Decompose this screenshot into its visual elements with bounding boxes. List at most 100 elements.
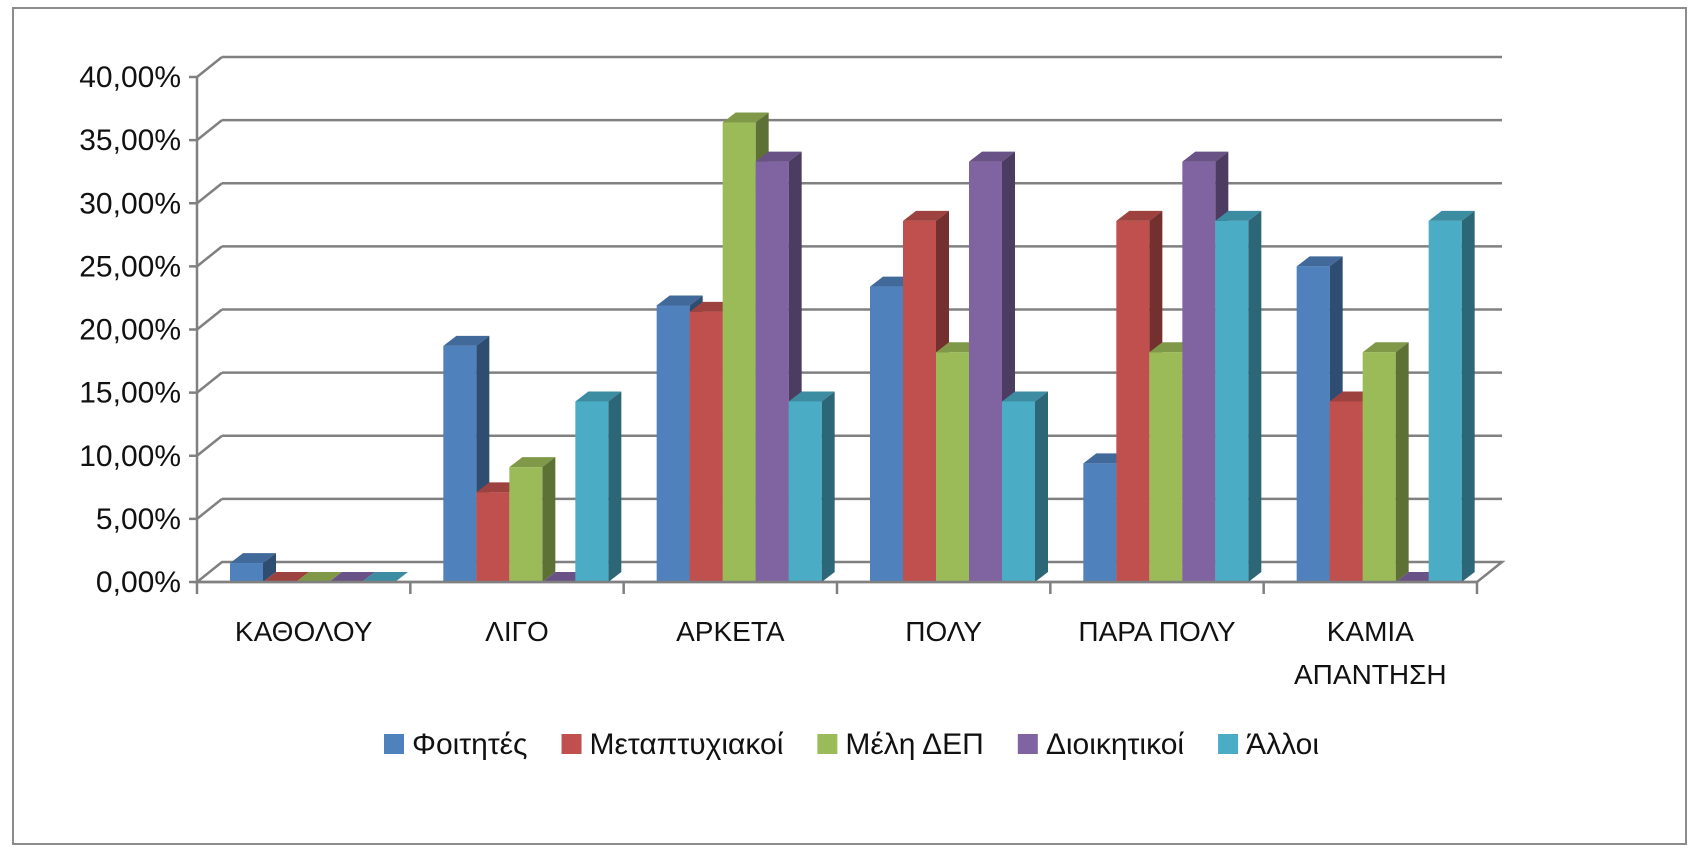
gridline-diagonal — [196, 308, 223, 331]
legend-swatch — [384, 734, 405, 754]
bar-top — [443, 335, 490, 346]
bar-top — [903, 210, 949, 221]
bar-front — [1116, 220, 1150, 583]
bar — [296, 572, 342, 582]
x-axis: ΚΑΘΟΛΟΥ ΛΙΓΟ ΑΡΚΕΤΑ ΠΟΛΥ ΠΑΡΑ ΠΟΛΥ ΚΑΜΙΑ ΑΠΑΝΤ… — [195, 580, 1479, 690]
y-tick-label: 15,00% — [79, 377, 181, 410]
bar-front — [1329, 401, 1363, 582]
gridline-diagonal — [196, 56, 223, 78]
category-label: ΚΑΘΟΛΟΥ — [235, 616, 373, 647]
bar-front — [1296, 266, 1330, 582]
y-tick-label: 10,00% — [79, 440, 181, 473]
bar-chart: 0,00% 5,00% 10,00% 15,00% 20,00% 25,00% 30,00%… — [79, 55, 1506, 761]
bar-top — [722, 112, 769, 123]
gridline-diagonal — [196, 371, 223, 394]
bars — [230, 112, 1475, 583]
bar-front — [1002, 401, 1035, 582]
bar-top — [263, 572, 309, 582]
y-tick-label: 40,00% — [79, 61, 181, 94]
bar-top — [1002, 391, 1048, 402]
bar-front — [722, 122, 756, 582]
bar — [1002, 391, 1048, 582]
bar-side — [1395, 342, 1409, 582]
bar-top — [1116, 210, 1163, 221]
bar-front — [1362, 352, 1396, 582]
bar-front — [755, 161, 789, 582]
bar-top — [329, 572, 375, 582]
bar — [1428, 210, 1475, 583]
bar-top — [656, 295, 703, 306]
category-label: ΠΑΡΑ ΠΟΛΥ — [1078, 616, 1236, 647]
bar-side — [542, 457, 556, 582]
y-tick-label: 20,00% — [79, 314, 181, 347]
bar-top — [1362, 342, 1409, 353]
category-label: ΛΙΓΟ — [485, 616, 549, 647]
bar-side — [1248, 210, 1262, 583]
legend-label: Διοικητικοί — [1046, 728, 1185, 761]
legend-label: Άλλοι — [1246, 728, 1319, 761]
bar-top — [1296, 256, 1343, 267]
bar-front — [476, 492, 510, 582]
bar-front — [509, 467, 543, 582]
legend-swatch — [1017, 734, 1038, 754]
gridlines — [196, 55, 1502, 520]
category-label: ΠΟΛΥ — [905, 616, 982, 647]
bar — [362, 572, 408, 582]
y-tick-label: 0,00% — [96, 566, 181, 599]
category-label: ΚΑΜΙΑ — [1327, 616, 1414, 647]
legend-swatch — [817, 734, 838, 754]
bar-side — [1461, 210, 1475, 583]
y-tick-label: 30,00% — [79, 187, 181, 220]
y-tick-label: 5,00% — [96, 503, 181, 536]
bar-side — [1035, 391, 1048, 582]
legend-label: Μεταπτυχιακοί — [590, 728, 784, 761]
bar-top — [1215, 210, 1262, 221]
bar-front — [1215, 220, 1249, 583]
bar-front — [230, 563, 263, 582]
bar-front — [656, 305, 690, 582]
bar-front — [1182, 161, 1216, 582]
bar-front — [1428, 220, 1462, 583]
legend-swatch — [1218, 734, 1239, 754]
bar-side — [263, 553, 276, 582]
bar — [509, 457, 556, 582]
bar — [788, 391, 835, 582]
bar-front — [1149, 352, 1183, 582]
bar — [329, 572, 375, 582]
bar-side — [608, 391, 622, 582]
bar-top — [296, 572, 342, 582]
bar-front — [903, 220, 936, 583]
bar-top — [969, 151, 1015, 162]
bar-front — [689, 311, 723, 582]
bar-side — [821, 391, 835, 582]
gridline-diagonal — [196, 497, 223, 520]
bar-top — [1428, 210, 1475, 221]
bar-top — [509, 457, 556, 468]
bar-front — [575, 401, 609, 582]
bar-front — [443, 345, 477, 582]
bar-front — [969, 161, 1002, 582]
gridline-diagonal — [196, 434, 223, 457]
legend-swatch — [561, 734, 582, 754]
chart-frame: 0,00% 5,00% 10,00% 15,00% 20,00% 25,00% 30,00%… — [12, 7, 1687, 845]
bar-top — [788, 391, 835, 402]
bar-top — [230, 553, 276, 564]
category-label: ΑΡΚΕΤΑ — [676, 616, 785, 647]
bar-front — [870, 286, 903, 582]
legend-label: Φοιτητές — [412, 728, 528, 761]
bar-front — [936, 352, 969, 582]
gridline-diagonal — [196, 119, 223, 142]
gridline-diagonal — [196, 182, 223, 205]
gridline-diagonal — [196, 245, 223, 268]
bar — [575, 391, 622, 582]
bar — [1215, 210, 1262, 583]
bar-front — [788, 401, 822, 582]
bar — [1362, 342, 1409, 582]
legend-label: Μέλη ΔΕΠ — [845, 728, 983, 761]
bar-top — [755, 151, 802, 162]
bar-top — [575, 391, 622, 402]
bar — [263, 572, 309, 582]
bar-front — [1083, 463, 1117, 582]
y-tick-label: 25,00% — [79, 250, 181, 283]
legend: Φοιτητές Μεταπτυχιακοί Μέλη ΔΕΠ Διοικητικοί… — [384, 728, 1319, 761]
